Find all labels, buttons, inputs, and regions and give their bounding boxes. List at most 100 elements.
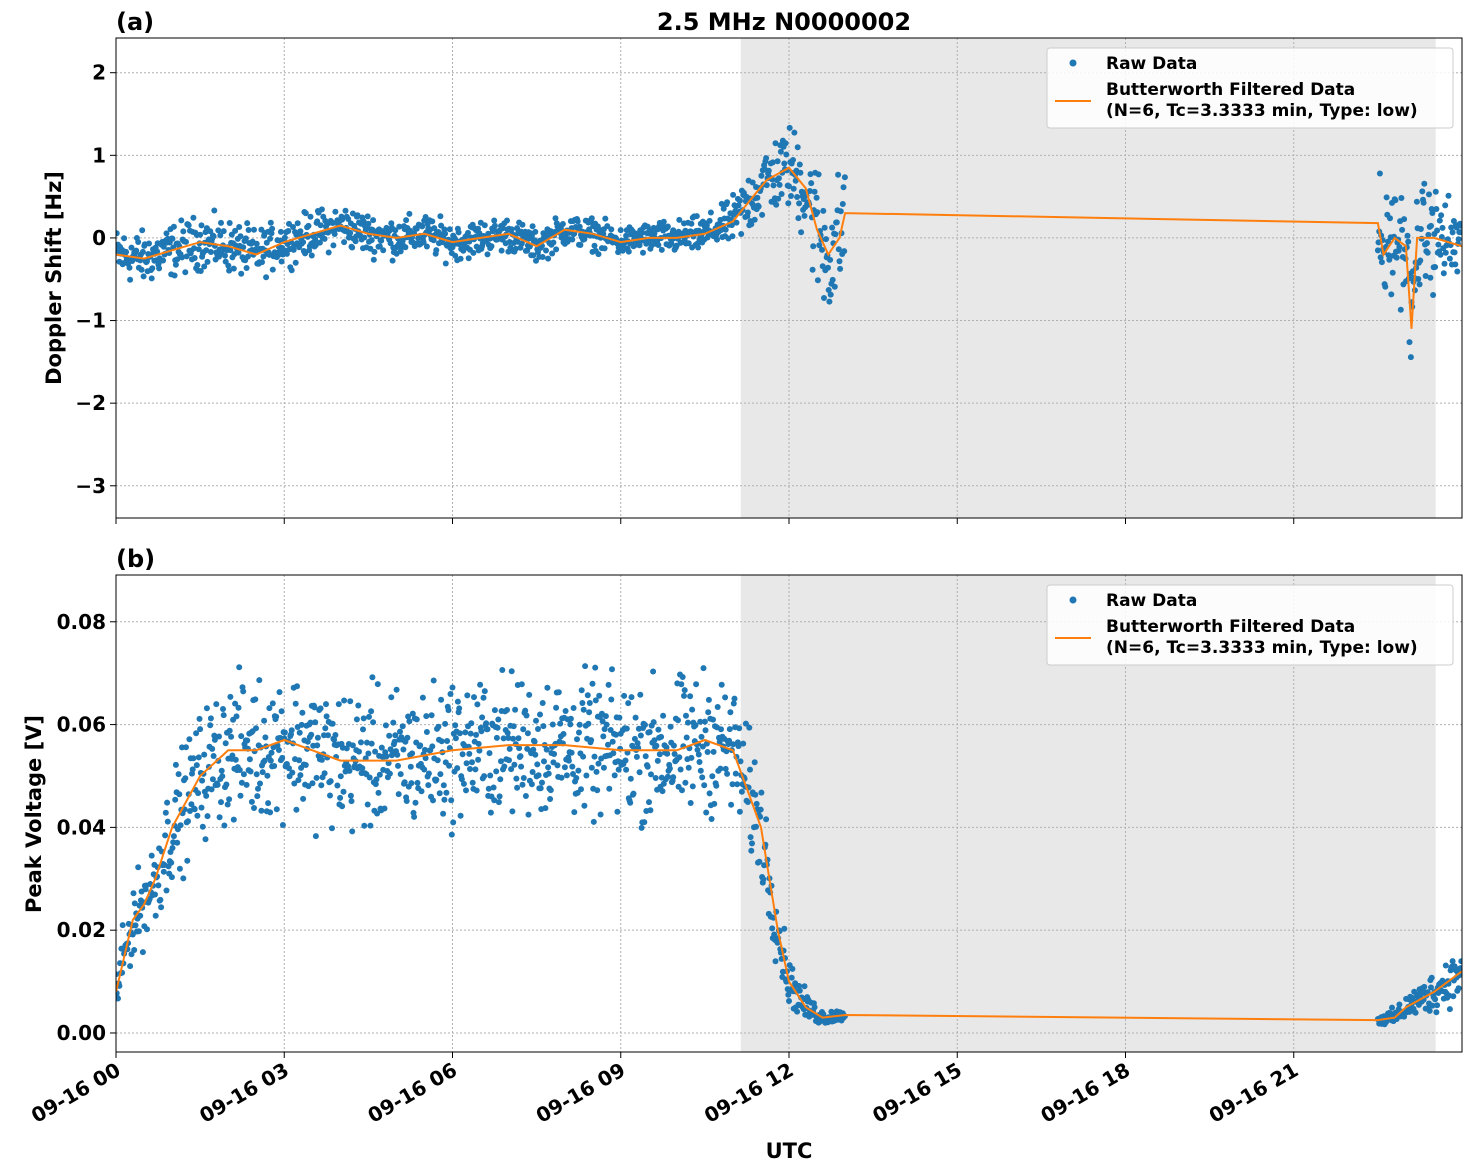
- raw-data-point: [714, 704, 721, 710]
- raw-data-point: [473, 787, 480, 794]
- raw-data-point: [616, 714, 623, 721]
- raw-data-point: [263, 274, 270, 281]
- raw-data-point: [395, 762, 401, 769]
- raw-data-point: [446, 745, 453, 751]
- raw-data-point: [281, 729, 288, 736]
- raw-data-point: [232, 227, 239, 234]
- raw-data-point: [414, 779, 421, 786]
- raw-data-point: [1383, 194, 1390, 201]
- raw-data-point: [197, 726, 204, 733]
- raw-data-point: [1435, 241, 1442, 248]
- raw-data-point: [135, 864, 142, 871]
- raw-data-point: [550, 239, 557, 246]
- raw-data-point: [588, 737, 595, 744]
- raw-data-point: [267, 757, 274, 764]
- raw-data-point: [220, 712, 227, 719]
- raw-data-point: [1455, 236, 1462, 243]
- raw-data-point: [656, 751, 663, 758]
- raw-data-point: [271, 763, 278, 769]
- raw-data-point: [600, 230, 607, 237]
- raw-data-point: [1438, 234, 1445, 240]
- raw-data-point: [195, 246, 202, 253]
- raw-data-point: [621, 692, 628, 699]
- raw-data-point: [593, 768, 600, 775]
- raw-data-point: [246, 756, 253, 763]
- raw-data-point: [666, 765, 673, 772]
- raw-data-point: [140, 273, 147, 280]
- raw-data-point: [710, 716, 716, 723]
- raw-data-point: [225, 262, 232, 269]
- raw-data-point: [139, 248, 146, 255]
- raw-data-point: [606, 785, 613, 792]
- raw-data-point: [568, 749, 575, 756]
- raw-data-point: [440, 782, 447, 789]
- raw-data-point: [193, 762, 200, 769]
- raw-data-point: [523, 712, 530, 719]
- raw-data-point: [376, 771, 383, 778]
- raw-data-point: [126, 264, 133, 271]
- raw-data-point: [242, 235, 249, 242]
- raw-data-point: [127, 963, 134, 970]
- panel-label-a: (a): [116, 8, 154, 36]
- raw-data-point: [334, 782, 341, 789]
- raw-data-point: [814, 277, 821, 284]
- raw-data-point: [717, 765, 724, 772]
- raw-data-point: [576, 223, 583, 230]
- raw-data-point: [442, 260, 449, 267]
- raw-data-point: [1406, 339, 1413, 346]
- y-axis-label-a: Doppler Shift [Hz]: [42, 171, 66, 385]
- raw-data-point: [197, 268, 204, 274]
- raw-data-point: [588, 215, 595, 222]
- raw-data-point: [279, 822, 286, 828]
- raw-data-point: [1404, 232, 1411, 239]
- raw-data-point: [553, 246, 560, 253]
- filtered-data-line: [116, 738, 1462, 1022]
- raw-data-point: [774, 939, 781, 946]
- raw-data-point: [772, 140, 779, 147]
- raw-data-point: [532, 751, 539, 758]
- raw-data-point: [331, 231, 338, 237]
- raw-data-point: [425, 782, 432, 789]
- raw-data-point: [738, 788, 745, 795]
- raw-data-point: [329, 825, 335, 832]
- raw-data-point: [718, 200, 725, 207]
- raw-data-point: [288, 267, 295, 274]
- raw-data-point: [318, 756, 325, 763]
- raw-data-point: [651, 230, 658, 237]
- raw-data-point: [218, 799, 224, 806]
- raw-data-point: [131, 947, 138, 953]
- raw-data-point: [640, 249, 646, 256]
- raw-data-point: [253, 240, 260, 247]
- raw-data-point: [312, 236, 319, 243]
- raw-data-point: [796, 987, 803, 994]
- raw-data-point: [437, 213, 444, 220]
- raw-data-point: [833, 219, 840, 226]
- raw-data-point: [169, 235, 176, 242]
- raw-data-point: [591, 753, 598, 760]
- raw-data-point: [494, 724, 501, 731]
- raw-data-point: [207, 715, 214, 722]
- raw-data-point: [1439, 224, 1446, 231]
- raw-data-point: [186, 736, 193, 743]
- raw-data-point: [238, 779, 245, 786]
- raw-data-point: [360, 726, 366, 733]
- raw-data-point: [183, 253, 190, 260]
- raw-data-point: [252, 696, 259, 703]
- raw-data-point: [1392, 197, 1399, 204]
- raw-data-point: [213, 701, 220, 708]
- y-tick-label: −3: [75, 474, 106, 498]
- raw-data-point: [589, 680, 596, 687]
- raw-data-point: [730, 191, 737, 198]
- raw-data-point: [444, 738, 451, 744]
- raw-data-point: [409, 710, 416, 717]
- raw-data-point: [286, 765, 292, 772]
- raw-data-point: [687, 800, 694, 806]
- raw-data-point: [641, 819, 648, 826]
- raw-data-point: [265, 800, 272, 807]
- raw-data-point: [386, 732, 393, 739]
- raw-data-point: [728, 801, 735, 808]
- raw-data-point: [312, 719, 319, 726]
- raw-data-point: [388, 220, 395, 227]
- raw-data-point: [332, 208, 339, 215]
- raw-data-point: [693, 213, 700, 220]
